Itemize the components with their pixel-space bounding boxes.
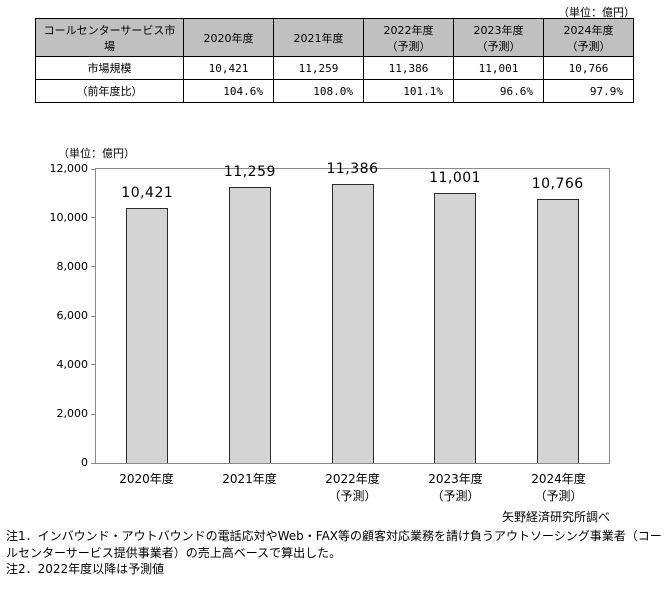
y-axis-tick-label: 12,000: [49, 162, 89, 175]
y-axis-tick-mark: [91, 168, 96, 170]
table-unit-label: （単位：億円）: [558, 6, 635, 19]
y-axis-tick-label: 8,000: [56, 259, 89, 273]
y-axis-tick-mark: [91, 462, 96, 464]
bar-value-label: 11,386: [326, 161, 379, 178]
y-axis-tick-mark: [91, 266, 96, 268]
table-value-cell: 104.6%: [183, 79, 274, 103]
y-axis-tick-label: 0: [81, 456, 88, 469]
table-year-header: 2021年度: [273, 18, 364, 57]
table-value-cell: 108.0%: [273, 79, 364, 103]
table-corner-header: コールセンターサービス市場: [35, 18, 184, 57]
chart-bar: [228, 187, 271, 463]
table-header-row: コールセンターサービス市場 2020年度 2021年度 2022年度 （予測） 202…: [35, 18, 634, 57]
y-axis-tick-mark: [91, 315, 96, 317]
table-value-cell: 10,421: [183, 56, 274, 80]
table-value-cell: 11,001: [453, 56, 544, 80]
x-axis-category-label: 2024年度 （予測）: [531, 472, 586, 503]
x-axis-category-label: 2023年度 （予測）: [428, 472, 483, 503]
y-axis-tick-label: 6,000: [56, 309, 89, 322]
chart-bar: [536, 199, 579, 463]
table-value-cell: 96.6%: [453, 79, 544, 103]
table-year-header: 2024年度 （予測）: [543, 18, 634, 57]
y-axis-tick-mark: [91, 217, 96, 219]
y-axis-tick-label: 4,000: [56, 357, 89, 371]
table-row: 市場規模 10,421 11,259 11,386 11,001 10,766: [35, 56, 634, 80]
x-axis-category-label: 2021年度: [222, 472, 277, 486]
table-row: （前年度比） 104.6% 108.0% 101.1% 96.6% 97.9%: [35, 79, 634, 103]
y-axis-tick-mark: [91, 364, 96, 366]
bar-value-label: 11,001: [429, 170, 482, 187]
bar-value-label: 10,421: [121, 184, 174, 201]
table-value-cell: 10,766: [543, 56, 634, 80]
x-axis-category-label: 2022年度 （予測）: [325, 472, 380, 503]
chart-bar: [126, 207, 169, 463]
chart-bar: [434, 193, 477, 463]
source-credit: 矢野経済研究所調べ: [501, 510, 610, 524]
market-table: コールセンターサービス市場 2020年度 2021年度 2022年度 （予測） 202…: [35, 18, 634, 103]
bar-value-label: 11,259: [223, 164, 276, 181]
chart-unit-label: （単位：億円）: [58, 147, 135, 160]
table-year-header: 2022年度 （予測）: [363, 18, 454, 57]
table-value-cell: 101.1%: [363, 79, 454, 103]
bar-value-label: 10,766: [531, 176, 584, 193]
x-axis-labels: 2020年度 2021年度 2022年度 （予測） 2023年度 （予測） 2024年度…: [95, 471, 610, 505]
table-year-header: 2023年度 （予測）: [453, 18, 544, 57]
table-row-label: 市場規模: [35, 56, 184, 80]
table-value-cell: 11,386: [363, 56, 454, 80]
footnote-1: 注1．インバウンド・アウトバウンドの電話応対やWeb・FAX等の顧客対応業務を請…: [6, 529, 662, 560]
footnotes: 注1．インバウンド・アウトバウンドの電話応対やWeb・FAX等の顧客対応業務を請…: [6, 528, 663, 578]
table-row-label: （前年度比）: [35, 79, 184, 103]
footnote-2: 注2．2022年度以降は予測値: [6, 562, 165, 577]
y-axis-tick-label: 2,000: [56, 407, 89, 420]
y-axis-tick-mark: [91, 413, 96, 415]
y-axis-tick-label: 10,000: [49, 210, 89, 224]
chart-bar: [331, 184, 374, 463]
table-value-cell: 97.9%: [543, 79, 634, 103]
bar-chart-plot-area: 0 2,000 4,000 6,000 8,000 10,000 12,000 10,421 1…: [50, 161, 610, 469]
x-axis-category-label: 2020年度: [119, 472, 174, 486]
table-year-header: 2020年度: [183, 18, 274, 57]
table-value-cell: 11,259: [273, 56, 364, 80]
